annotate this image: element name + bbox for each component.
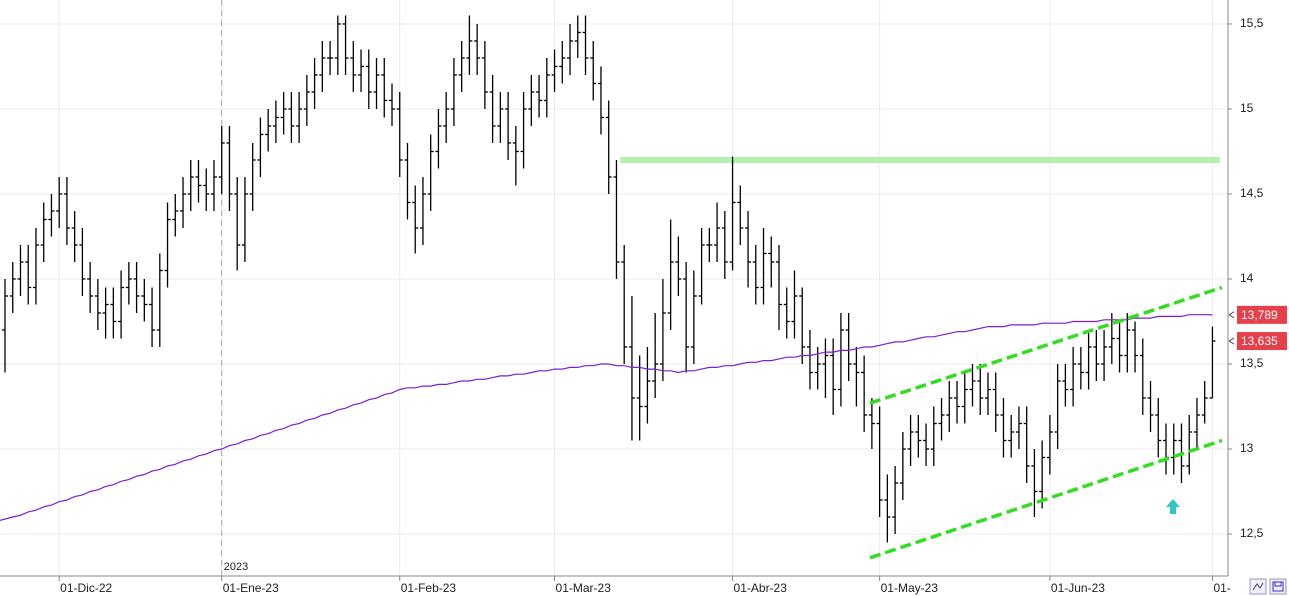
y-tick-label: 14 bbox=[1240, 271, 1254, 285]
x-tick-label: 01-Dic-22 bbox=[60, 581, 112, 595]
x-tick-label: 01-Jun-23 bbox=[1051, 581, 1105, 595]
axes: 12,5 13 13,5 14 14,5 15 15,5 01-Dic-22 01-Ene-23… bbox=[58, 16, 1287, 595]
x-tick-label: 01-Ene-23 bbox=[223, 581, 279, 595]
x-tick-label: 01-Feb-23 bbox=[401, 581, 457, 595]
price-label-box bbox=[1237, 305, 1287, 324]
zoom-button[interactable] bbox=[1249, 578, 1267, 595]
x-tick-label: 01-May-23 bbox=[881, 581, 939, 595]
price-label-box bbox=[1237, 332, 1287, 351]
y-tick-label: 13 bbox=[1240, 441, 1254, 455]
price-pointer bbox=[1228, 337, 1235, 345]
channel-upper bbox=[869, 285, 1223, 405]
x-tick-label: 01-Abr-23 bbox=[734, 581, 788, 595]
year-label: 2023 bbox=[224, 561, 248, 573]
moving-average bbox=[0, 314, 1213, 521]
x-axis-panel bbox=[0, 577, 1289, 596]
price-pointer bbox=[1228, 311, 1235, 319]
price-label: 13,635 bbox=[1241, 334, 1278, 348]
x-tick-label: 01- bbox=[1213, 581, 1230, 595]
y-tick-label: 15 bbox=[1240, 101, 1254, 115]
y-tick-label: 13,5 bbox=[1240, 356, 1264, 370]
y-axis-panel bbox=[1228, 0, 1289, 576]
save-icon bbox=[1272, 581, 1284, 592]
channel-lower bbox=[869, 438, 1223, 560]
price-label: 13,789 bbox=[1241, 308, 1278, 322]
y-tick-label: 12,5 bbox=[1240, 526, 1264, 540]
zoom-icon bbox=[1252, 582, 1264, 591]
arrow-marker bbox=[1166, 499, 1180, 514]
grid bbox=[0, 0, 1228, 576]
y-tick-label: 14,5 bbox=[1240, 186, 1264, 200]
x-tick-label: 01-Mar-23 bbox=[556, 581, 612, 595]
y-tick-label: 15,5 bbox=[1240, 16, 1264, 30]
plot bbox=[0, 15, 1223, 560]
